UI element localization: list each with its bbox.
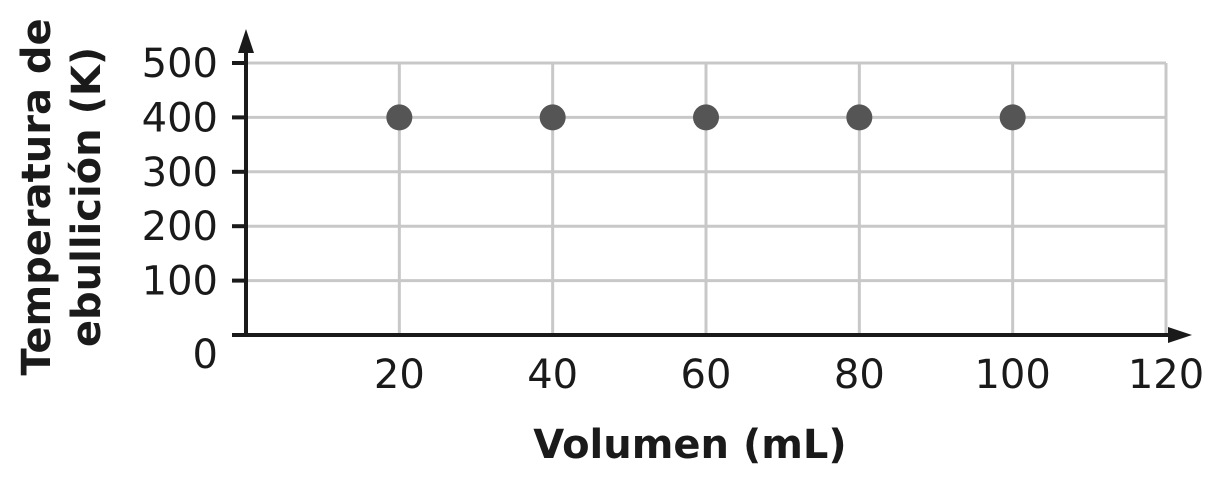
data-point [386,104,413,131]
axes [232,29,1192,343]
data-point [999,104,1026,131]
x-tick-label: 80 [834,352,885,398]
data-point [693,104,719,131]
x-tick-label: 100 [974,352,1050,398]
y-tick-labels: 0 100 200 300 400 500 [142,41,218,378]
x-tick-label: 120 [1128,352,1204,398]
x-axis-title: Volumen (mL) [533,422,846,468]
y-tick-label: 300 [142,150,218,196]
x-tick-label: 40 [527,352,578,398]
grid [246,61,1168,335]
x-tick-label: 20 [374,352,425,398]
y-tick-label: 100 [142,259,218,305]
x-axis-arrow-icon [1168,327,1192,343]
data-point [539,104,566,131]
y-axis-arrow-icon [238,29,254,53]
y-tick-label: 500 [142,41,218,87]
x-tick-label: 60 [681,352,732,398]
y-axis-title-line-1: Temperatura de [14,18,60,375]
y-tick-label: 400 [142,95,218,141]
data-points [386,104,1026,131]
y-tick-label: 0 [193,332,218,378]
y-tick-label: 200 [142,204,218,250]
y-axis-title-line-2: ebullición (K) [64,47,110,347]
data-point [846,104,873,131]
y-axis-title: Temperatura de ebullición (K) [14,18,110,375]
x-tick-labels: 20 40 60 80 100 120 [374,352,1204,398]
